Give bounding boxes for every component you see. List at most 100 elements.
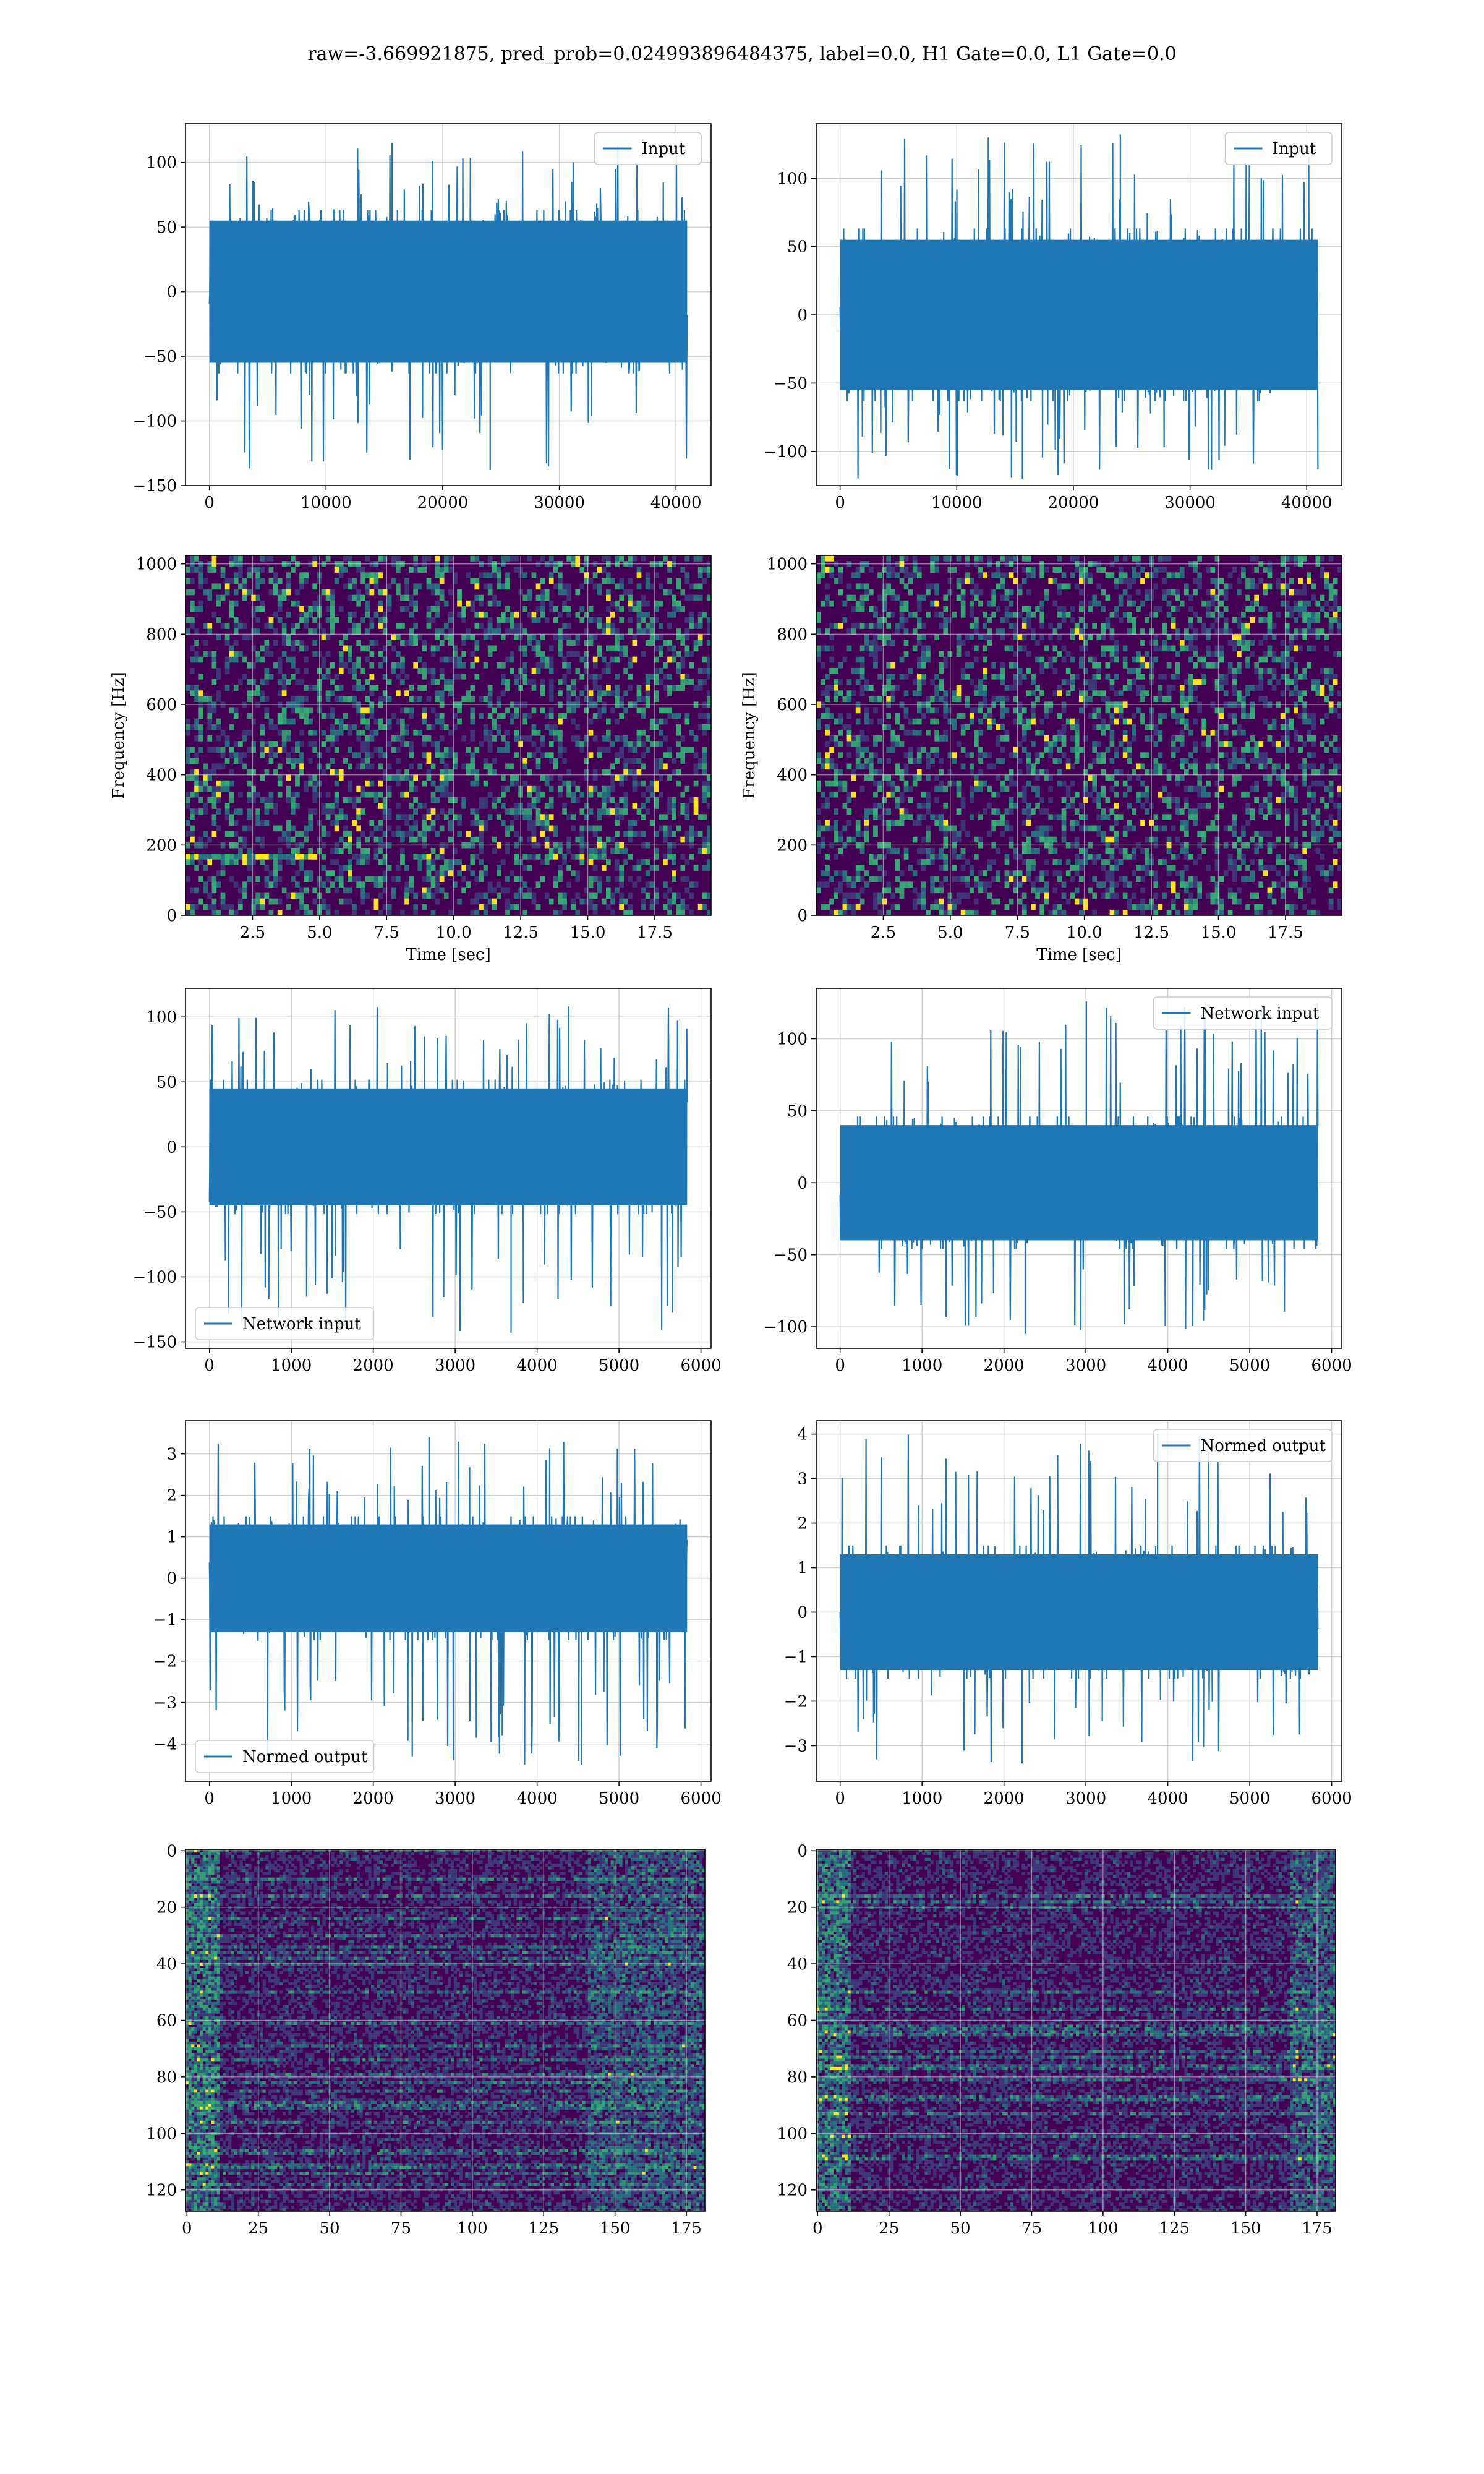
input-h1-legend-box: [594, 132, 702, 165]
spectrogram-h1-ytick-label: 1000: [136, 555, 177, 574]
spectrogram-h1-xtick-label: 5.0: [307, 923, 332, 942]
network-input-h1-xtick-label: 4000: [517, 1356, 558, 1375]
spectrogram-h1-xlabel: Time [sec]: [406, 946, 491, 964]
spectrogram-l1-xtick-label: 15.0: [1201, 923, 1237, 942]
spectrogram-l1-xtick-label: 5.0: [937, 923, 963, 942]
spectrogram-h1-panel: 2.5 5.0 7.5 10.0 12.5 15.0 17.5 0 200 400 600 800 10…: [109, 555, 712, 964]
spectrogram-l1-ytick-label: 600: [777, 696, 808, 714]
network-input-h1-xtick-label: 2000: [353, 1356, 394, 1375]
features-h1-xtick-label: 0: [182, 2219, 192, 2238]
network-input-l1-legend-box: [1153, 996, 1333, 1030]
spectrogram-h1-xtick-label: 15.0: [570, 923, 606, 942]
spectrogram-h1-xtick-label: 12.5: [503, 923, 539, 942]
normed-output-l1-ytick-label: −1: [784, 1648, 808, 1666]
network-input-l1-xtick-label: 0: [835, 1356, 845, 1375]
network-input-l1-frame: [816, 988, 1342, 1349]
features-h1-frame: [185, 1849, 706, 2212]
spectrogram-h1-xtick-label: 7.5: [374, 923, 399, 942]
network-input-l1-ytick-label: −50: [774, 1246, 808, 1265]
input-l1-frame: [816, 123, 1342, 486]
features-l1-xtick-label: 75: [1021, 2219, 1042, 2238]
spectrogram-h1-xtick-label: 10.0: [436, 923, 472, 942]
normed-output-l1-legend-box: [1153, 1429, 1333, 1462]
features-h1-ytick-label: 40: [156, 1955, 177, 1974]
input-h1-ytick-label: −50: [143, 348, 177, 366]
features-l1-ytick-label: 100: [777, 2125, 808, 2143]
network-input-h1-ytick-label: −50: [143, 1203, 177, 1222]
spectrogram-h1-ytick-label: 800: [146, 625, 177, 644]
spectrogram-l1-xtick-label: 12.5: [1133, 923, 1169, 942]
network-input-h1-ytick-label: 100: [146, 1008, 177, 1027]
normed-output-l1-legend-label: Normed output: [1201, 1437, 1326, 1455]
spectrogram-l1-ytick-label: 1000: [767, 555, 808, 574]
features-h1-ytick-label: 120: [146, 2181, 177, 2200]
input-l1-ytick-label: −100: [764, 443, 808, 461]
input-l1-xtick-label: 30000: [1164, 494, 1216, 512]
normed-output-l1-ytick-label: 4: [797, 1426, 808, 1444]
normed-output-l1-frame: [816, 1420, 1342, 1782]
network-input-h1-frame: [185, 988, 712, 1349]
features-l1-ytick-label: 80: [787, 2068, 808, 2087]
normed-output-h1-xtick-label: 6000: [680, 1789, 721, 1808]
normed-output-l1-ytick-label: −3: [784, 1737, 808, 1755]
network-input-l1-xtick-label: 4000: [1148, 1356, 1188, 1375]
normed-output-h1-ytick-label: 1: [166, 1528, 177, 1547]
network-input-l1-xtick-label: 6000: [1311, 1356, 1352, 1375]
features-l1-xtick-label: 25: [879, 2219, 899, 2238]
input-h1-series-line: [208, 145, 688, 469]
spectrogram-l1-xtick-label: 10.0: [1067, 923, 1102, 942]
features-l1-ytick-label: 20: [787, 1899, 808, 1917]
normed-output-l1-ytick-label: 2: [797, 1515, 808, 1533]
normed-output-h1-ytick-label: 3: [166, 1445, 177, 1464]
input-h1-ytick-label: 100: [146, 154, 177, 173]
normed-output-h1-ytick-label: −4: [153, 1736, 177, 1754]
network-input-h1-legend-label: Network input: [242, 1315, 361, 1333]
network-input-l1-ytick-label: −100: [764, 1318, 808, 1337]
input-l1-series-line: [839, 137, 1319, 479]
features-h1-xtick-label: 75: [391, 2219, 411, 2238]
spectrogram-l1-frame: [816, 555, 1342, 916]
network-input-h1-ytick-label: −100: [133, 1268, 177, 1286]
normed-output-l1-series-line: [839, 1434, 1319, 1763]
normed-output-h1-xtick-label: 0: [204, 1789, 215, 1808]
normed-output-l1-xtick-label: 6000: [1311, 1789, 1352, 1808]
features-h1-ytick-label: 100: [146, 2125, 177, 2143]
spectrogram-l1-panel: 2.5 5.0 7.5 10.0 12.5 15.0 17.5 0 200 400 600 800 10…: [740, 555, 1342, 964]
spectrogram-h1-xtick-label: 2.5: [240, 923, 265, 942]
network-input-h1-xtick-label: 1000: [271, 1356, 312, 1375]
features-l1-xtick-label: 175: [1302, 2219, 1333, 2238]
spectrogram-h1-ylabel: Frequency [Hz]: [109, 672, 128, 799]
network-input-l1-ytick-label: 0: [797, 1174, 808, 1192]
normed-output-h1-xtick-label: 3000: [435, 1789, 475, 1808]
normed-output-l1-xtick-label: 5000: [1229, 1789, 1270, 1808]
features-h1-xtick-label: 100: [457, 2219, 488, 2238]
features-h1-ytick-label: 80: [156, 2068, 177, 2087]
input-h1-ytick-label: 50: [156, 218, 177, 237]
network-input-l1-ytick-label: 100: [777, 1030, 808, 1048]
features-l1-ytick-label: 0: [797, 1842, 808, 1860]
input-l1-ytick-label: 100: [777, 169, 808, 188]
features-h1-cells: [186, 1849, 705, 2211]
figure-title: raw=-3.669921875, pred_prob=0.0249938964…: [0, 43, 1484, 65]
spectrogram-h1-cells: [186, 555, 711, 915]
spectrogram-l1-ytick-label: 200: [777, 836, 808, 855]
features-h1-xtick-label: 150: [600, 2219, 631, 2238]
input-l1-panel: 0 10000 20000 30000 40000 −100 −50 0 50 100 Input: [764, 123, 1342, 512]
features-h1-xtick-label: 125: [528, 2219, 559, 2238]
normed-output-h1-xtick-label: 4000: [517, 1789, 558, 1808]
features-l1-xtick-label: 150: [1230, 2219, 1261, 2238]
network-input-l1-xtick-label: 3000: [1065, 1356, 1106, 1375]
spectrogram-l1-xtick-label: 17.5: [1268, 923, 1303, 942]
normed-output-h1-legend-label: Normed output: [242, 1748, 368, 1766]
normed-output-h1-panel: 0 1000 2000 3000 4000 5000 6000 −4 −3 −2 −1 0 1 2 3 Nor…: [153, 1420, 722, 1808]
network-input-h1-panel: 0 1000 2000 3000 4000 5000 6000 −150 −100 −50 0 50 1…: [133, 988, 722, 1375]
network-input-l1-legend-label: Network input: [1201, 1004, 1320, 1023]
features-h1-xtick-label: 175: [671, 2219, 702, 2238]
network-input-h1-xtick-label: 0: [204, 1356, 215, 1375]
spectrogram-l1-ytick-label: 800: [777, 625, 808, 644]
features-h1-ytick-label: 60: [156, 2012, 177, 2031]
network-input-l1-legend: Network input: [1153, 996, 1333, 1030]
input-l1-xtick-label: 40000: [1281, 494, 1333, 512]
network-input-h1-ytick-label: −150: [133, 1333, 177, 1351]
network-input-l1-ytick-label: 50: [787, 1102, 808, 1121]
